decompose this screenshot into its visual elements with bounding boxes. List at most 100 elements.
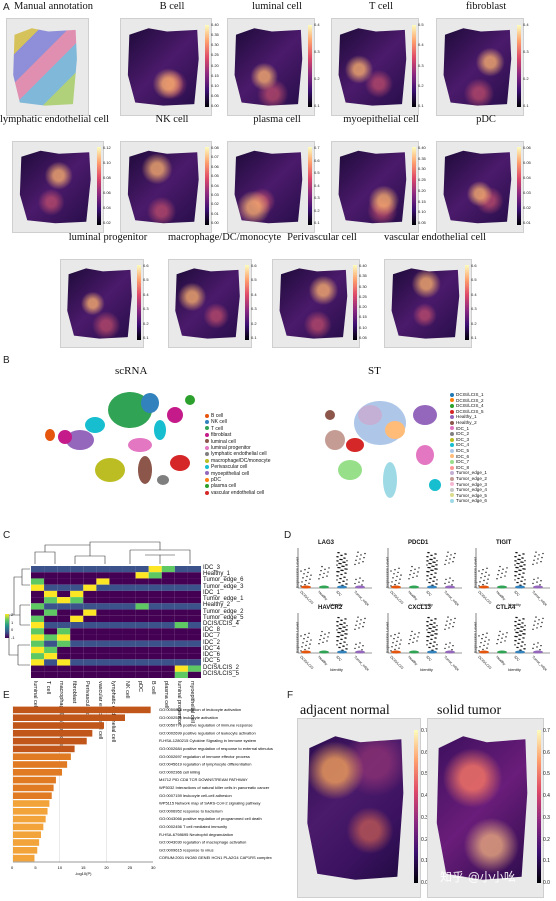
heatmap-cell (135, 615, 149, 622)
heatmap-cell (135, 659, 149, 666)
colorbar-tick: 0.00 (211, 220, 219, 225)
legend-entry: DCIS/LCIS_1 (450, 392, 487, 398)
violin-point (518, 627, 520, 630)
enrichment-bar (13, 800, 50, 807)
heatmap-cell (44, 622, 58, 629)
colorbar-tick: 0.04 (211, 182, 219, 188)
enrichment-bar (13, 776, 56, 784)
legend-entry: macrophage/DC/monocyte (205, 458, 270, 464)
enrichment-bar (13, 854, 35, 862)
violin-point (360, 619, 362, 621)
colorbar-tick: 0.15 (359, 314, 367, 320)
enrichment-term-label: GO:0002521 leukocyte activation (159, 715, 218, 720)
violin-point (341, 623, 343, 626)
heatmap-cell (122, 646, 136, 654)
heatmap-cell (161, 634, 175, 641)
legend-entry: T cell (205, 426, 270, 432)
violin-xlabel: Identity (508, 667, 521, 672)
heatmap-cell (44, 653, 58, 660)
heatmap-cell (57, 640, 71, 647)
colorbar-tick: 0.15 (418, 198, 426, 204)
violin-point (343, 565, 345, 568)
enrichment-term-label: GO:0050776 positive regulation of immune… (159, 723, 253, 728)
violin-point (346, 560, 348, 562)
violin-shape (409, 585, 419, 589)
colorbar (137, 265, 141, 341)
colorbar-ticks: 0.6 0.5 0.4 0.3 0.2 0.1 (471, 263, 477, 340)
violin-shape (497, 585, 507, 589)
st-legend: DCIS/LCIS_1 DCIS/LCIS_2 DCIS/LCIS_4 DCIS/LC… (450, 392, 487, 504)
heatmap-cell (44, 584, 58, 591)
violin-point (434, 641, 436, 643)
violin-point (541, 621, 543, 624)
violin-point (346, 579, 348, 581)
legend-entry: Perivascular cell (205, 464, 270, 470)
legend-label: IDC_6 (456, 453, 470, 459)
heatmap-cell (57, 665, 71, 672)
legend-entry: Tumor_edge_1 (450, 470, 487, 476)
heatmap-tick: -1 (11, 634, 15, 640)
violin-point (322, 576, 324, 579)
violin-point (346, 624, 348, 627)
heatmap-cell (187, 622, 201, 629)
colorbar-tick: 0.3 (251, 306, 257, 312)
heatmap-cell (109, 578, 123, 585)
violin-point (454, 552, 456, 555)
legend-entry: Tumor_edge_2 (450, 476, 487, 482)
violin-point (338, 571, 340, 573)
violin-point (445, 578, 447, 581)
heatmap-cell (122, 578, 136, 585)
legend-label: fibroblast (211, 432, 232, 439)
colorbar-tick: 0.25 (359, 293, 367, 299)
violin-point (431, 573, 433, 576)
legend-swatch (205, 432, 209, 437)
violin-point (412, 576, 414, 579)
heatmap-cell (96, 646, 110, 654)
heatmap-cell (31, 646, 45, 654)
colorbar-tick: 0.6 (143, 263, 149, 268)
violin-point (344, 622, 346, 624)
violin-point (452, 561, 454, 563)
heatmap-cell (174, 572, 188, 579)
heatmap-cell (161, 659, 175, 666)
legend-label: IDC_5 (456, 447, 470, 453)
legend-label: Tumor_edge_5 (456, 492, 487, 498)
heatmap-cell (57, 615, 71, 622)
violin-xlabel: Identity (420, 667, 433, 672)
x-tick-label: 25 (128, 865, 133, 870)
violin-point (344, 557, 346, 559)
colorbar-tick: 0.05 (523, 160, 531, 165)
heatmap-cell (122, 609, 136, 616)
heatmap-cell (109, 566, 123, 573)
violin-point (358, 627, 360, 629)
heatmap-cell (70, 603, 84, 610)
violin-group-label: Tumor_edge (353, 590, 370, 607)
violin-point (522, 641, 524, 643)
st-title: ST (368, 365, 381, 377)
violin-point (410, 634, 412, 637)
violin-point (327, 571, 329, 573)
colorbar-tick: 0.35 (211, 32, 219, 38)
heatmap-cell (187, 634, 201, 641)
violin-point (430, 627, 432, 630)
violin-point (431, 554, 433, 557)
violin-point (392, 642, 394, 644)
solid-tumor-title: solid tumor (437, 703, 502, 718)
violin-group-label: Healthy (407, 655, 419, 667)
heatmap-cell (148, 566, 162, 573)
legend-label: NK cell (211, 419, 227, 426)
violin-shape (533, 650, 543, 654)
violin-point (522, 576, 524, 578)
violin-point (524, 583, 526, 585)
violin-point (486, 582, 488, 584)
violin-point (391, 581, 393, 583)
violin-point (431, 623, 433, 626)
adjacent-normal-title: adjacent normal (300, 703, 390, 718)
violin-point (449, 623, 451, 625)
legend-label: vascular endothelial cell (211, 489, 265, 496)
violin-point (517, 646, 519, 649)
cell-type-map (168, 259, 252, 348)
violin-point (482, 648, 484, 651)
violin-point (484, 575, 486, 578)
heatmap-tick: 0 (11, 627, 14, 633)
